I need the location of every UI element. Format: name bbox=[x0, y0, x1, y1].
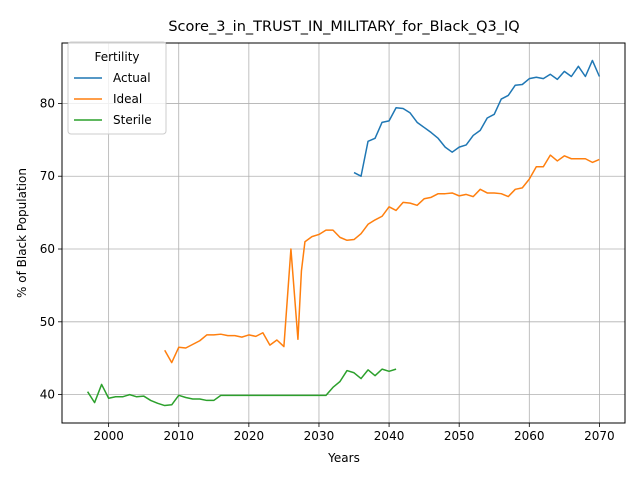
x-tick-label: 2030 bbox=[304, 429, 335, 443]
series-line-ideal bbox=[164, 154, 600, 364]
y-tick-label: 60 bbox=[40, 242, 55, 256]
chart-title: Score_3_in_TRUST_IN_MILITARY_for_Black_Q… bbox=[168, 19, 519, 35]
plot-frame bbox=[61, 42, 626, 424]
x-tick-label: 2010 bbox=[163, 429, 194, 443]
legend-label-actual: Actual bbox=[113, 71, 151, 85]
y-tick-label: 80 bbox=[40, 96, 55, 110]
x-tick-label: 2050 bbox=[444, 429, 475, 443]
y-tick-label: 40 bbox=[40, 388, 55, 402]
y-tick-label: 50 bbox=[40, 315, 55, 329]
x-tick-label: 2040 bbox=[374, 429, 405, 443]
series-lines bbox=[86, 59, 601, 407]
x-axis: 2000 2010 2020 2030 2040 2050 2060 2070 bbox=[93, 423, 615, 443]
legend-box bbox=[67, 41, 167, 135]
x-axis-label: Years bbox=[327, 451, 360, 465]
x-tick-label: 2020 bbox=[234, 429, 265, 443]
y-axis-label: % of Black Population bbox=[15, 168, 29, 298]
legend-label-ideal: Ideal bbox=[113, 92, 142, 106]
x-tick-label: 2060 bbox=[514, 429, 545, 443]
legend: Fertility Actual Ideal Sterile bbox=[67, 41, 167, 135]
grid bbox=[62, 43, 625, 423]
legend-label-sterile: Sterile bbox=[113, 113, 152, 127]
x-tick-label: 2000 bbox=[93, 429, 124, 443]
x-tick-label: 2070 bbox=[584, 429, 615, 443]
legend-title: Fertility bbox=[94, 50, 139, 64]
series-line-sterile bbox=[86, 368, 397, 407]
y-axis: 40 50 60 70 80 bbox=[40, 96, 62, 402]
series-line-actual bbox=[353, 59, 601, 177]
y-tick-label: 70 bbox=[40, 169, 55, 183]
